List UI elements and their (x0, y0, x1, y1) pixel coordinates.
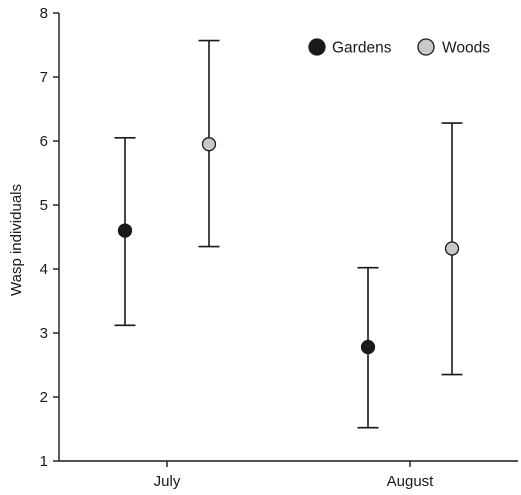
point-woods-july (201, 137, 217, 152)
y-axis-title: Wasp individuals (8, 184, 25, 296)
y-tick-label-4: 4 (40, 261, 48, 278)
y-tick-label-8: 8 (40, 5, 48, 22)
y-tick-label-2: 2 (40, 389, 48, 406)
y-tick-label-1: 1 (40, 453, 48, 470)
legend-marker-woods (417, 38, 435, 56)
x-tick-label-july: July (154, 473, 181, 490)
y-tick-label-5: 5 (40, 197, 48, 214)
axes: 1 2 3 4 5 6 7 8 July August (40, 5, 518, 490)
point-gardens-august (360, 339, 376, 355)
y-tick-label-7: 7 (40, 69, 48, 86)
y-tick-label-3: 3 (40, 325, 48, 342)
legend-marker-gardens (308, 38, 326, 56)
point-woods-august (444, 241, 460, 256)
error-bars (114, 39, 463, 429)
point-gardens-july (117, 223, 133, 238)
x-tick-label-august: August (387, 473, 435, 490)
data-points (117, 137, 460, 355)
legend-label-gardens: Gardens (332, 40, 392, 57)
y-tick-label-6: 6 (40, 133, 48, 150)
legend-label-woods: Woods (442, 40, 490, 57)
legend: Gardens Woods (308, 38, 490, 57)
